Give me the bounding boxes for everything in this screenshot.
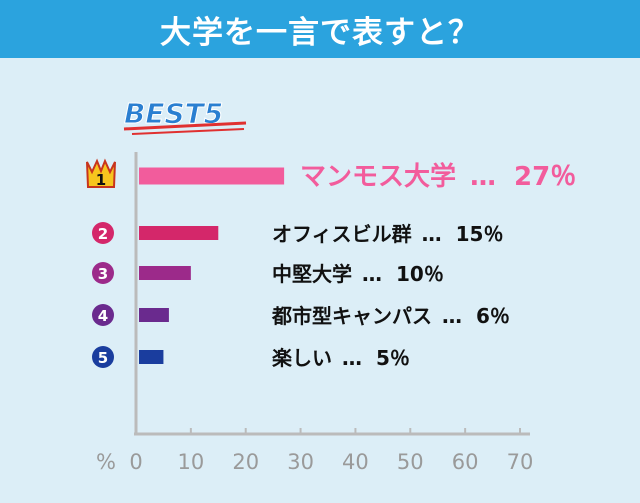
- x-tick-label: 70: [507, 450, 534, 474]
- value-label: 6％: [476, 304, 510, 328]
- x-tick-label: 0: [129, 450, 142, 474]
- value-label: 15％: [456, 222, 504, 246]
- category-name: 都市型キャンパス: [271, 304, 432, 328]
- separator: …: [470, 162, 496, 192]
- value-label: 5％: [376, 346, 410, 370]
- separator: …: [422, 222, 442, 246]
- rank-number: 2: [98, 225, 108, 243]
- bar: [139, 226, 219, 240]
- category-label: 中堅大学 … 10％: [272, 262, 444, 286]
- category-name: マンモス大学: [300, 161, 456, 192]
- page-title: 大学を一言で表すと？: [160, 14, 480, 51]
- header-banner: 大学を一言で表すと？: [0, 0, 640, 58]
- bar: [139, 266, 191, 280]
- x-tick-label: 40: [342, 450, 369, 474]
- separator: …: [342, 346, 362, 370]
- value-label: 27％: [514, 162, 576, 192]
- x-tick-label: 60: [452, 450, 479, 474]
- category-name: オフィスビル群: [272, 222, 412, 246]
- crown-icon: [86, 158, 116, 188]
- category-name: 中堅大学: [272, 262, 352, 286]
- rank-number: 1: [96, 171, 106, 189]
- x-tick-label: 50: [397, 450, 424, 474]
- category-label: マンモス大学 … 27％: [300, 161, 576, 192]
- rank-number: 5: [98, 349, 108, 367]
- value-label: 10％: [396, 262, 444, 286]
- category-name: 楽しい: [272, 346, 332, 370]
- bar: [139, 350, 164, 364]
- bar: [139, 308, 169, 322]
- title-underline-2: [131, 128, 245, 135]
- separator: …: [362, 262, 382, 286]
- separator: …: [442, 304, 462, 328]
- x-axis-unit-label: %: [96, 450, 116, 474]
- category-label: オフィスビル群 … 15％: [272, 222, 503, 246]
- x-tick-label: 20: [232, 450, 259, 474]
- bar: [139, 167, 285, 185]
- rank-number: 3: [98, 265, 108, 283]
- category-label: 楽しい … 5％: [272, 346, 410, 370]
- title-underline: [123, 121, 247, 131]
- rank-2-badge-icon: [92, 222, 114, 244]
- rank-5-badge-icon: [92, 346, 114, 368]
- x-tick-label: 10: [177, 450, 204, 474]
- rank-3-badge-icon: [92, 262, 114, 284]
- x-tick-label: 30: [287, 450, 314, 474]
- category-label: 都市型キャンパス … 6％: [271, 304, 510, 328]
- rank-4-badge-icon: [92, 304, 114, 326]
- rank-number: 4: [98, 307, 108, 325]
